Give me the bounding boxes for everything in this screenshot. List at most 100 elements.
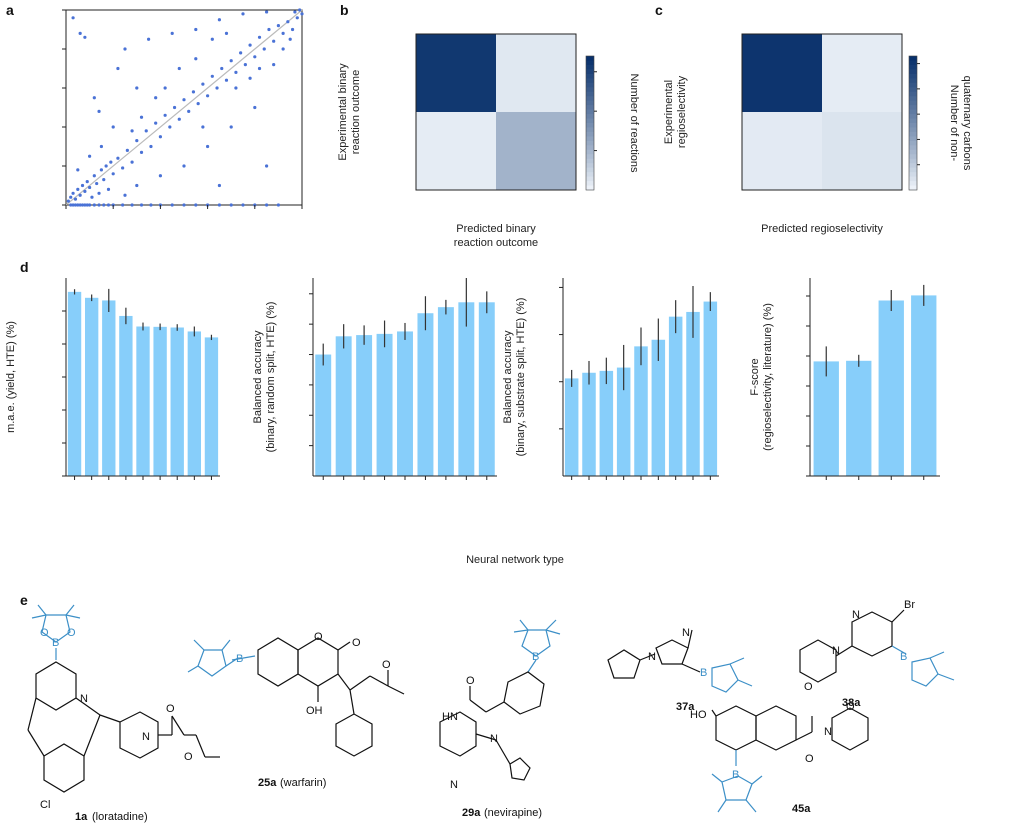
data-point	[90, 195, 94, 199]
y-axis-label: reaction outcome	[350, 70, 362, 154]
colorbar-segment	[909, 118, 917, 124]
data-point	[272, 39, 276, 43]
data-point	[257, 66, 262, 71]
heatmap-cell	[416, 34, 496, 112]
data-point	[149, 144, 153, 149]
data-point	[69, 203, 73, 207]
data-point	[88, 154, 92, 158]
data-point	[201, 125, 205, 129]
atom-label: N	[142, 731, 150, 743]
data-point	[130, 129, 134, 133]
colorbar-segment	[586, 136, 594, 142]
data-point	[139, 203, 144, 207]
molecule-1a: O O B N N O O Cl 1a (loratadine)	[27, 604, 220, 823]
data-point	[85, 203, 89, 207]
data-point	[187, 109, 191, 113]
colorbar-segment	[909, 176, 917, 182]
atom-label: O	[804, 681, 813, 693]
bar	[67, 291, 82, 476]
atom-label: N	[80, 693, 88, 705]
bar	[668, 316, 683, 476]
data-point	[73, 197, 78, 201]
data-point	[83, 189, 87, 193]
colorbar-segment	[909, 158, 917, 164]
data-point	[229, 203, 233, 207]
bar	[437, 307, 454, 476]
data-point	[83, 35, 87, 39]
colorbar-segment	[586, 114, 594, 120]
colorbar-segment	[909, 163, 917, 169]
bar	[582, 372, 596, 476]
data-point	[170, 31, 174, 35]
colorbar-segment	[586, 140, 594, 146]
data-point	[243, 63, 247, 67]
molecule-45a: B HO O N O 45a	[690, 701, 869, 815]
data-point	[102, 178, 106, 182]
atom-label: N	[490, 733, 498, 745]
colorbar-segment	[586, 87, 594, 93]
bar	[84, 297, 99, 476]
data-point	[229, 125, 233, 129]
data-point	[76, 168, 80, 172]
bar	[478, 302, 495, 476]
data-point	[286, 20, 290, 24]
data-point	[139, 115, 144, 119]
colorbar-label: Number of non-	[948, 85, 960, 162]
colorbar-segment	[586, 167, 594, 173]
data-point	[76, 203, 80, 207]
data-point	[154, 96, 158, 100]
data-point	[163, 113, 167, 117]
y-axis-label: m.a.e. (yield, HTE) (%)	[5, 321, 17, 433]
atom-label: N	[832, 645, 840, 657]
confusion-matrix-regio: Experimental regioselectivity Predicted re…	[663, 33, 973, 235]
data-point	[88, 203, 92, 207]
colorbar-segment	[586, 60, 594, 66]
colorbar-segment	[909, 60, 917, 66]
bar-chart-mae: m.a.e. (yield, HTE) (%)	[5, 278, 220, 480]
data-point	[78, 203, 82, 207]
data-point	[265, 164, 269, 168]
data-point	[92, 96, 96, 100]
atom-label: O	[184, 751, 193, 763]
colorbar-segment	[586, 73, 594, 79]
data-point	[206, 94, 210, 98]
data-point	[147, 37, 151, 41]
data-point	[265, 203, 269, 207]
data-point	[121, 203, 125, 207]
bar	[616, 367, 631, 476]
colorbar-segment	[909, 154, 917, 160]
bar	[204, 337, 219, 476]
data-point	[97, 109, 101, 113]
colorbar-segment	[586, 158, 594, 164]
data-point	[191, 90, 196, 94]
data-point	[217, 18, 221, 22]
compound-id: 38a	[842, 697, 861, 709]
colorbar-segment	[586, 82, 594, 88]
atom-label: B	[732, 769, 739, 781]
colorbar-segment	[909, 131, 917, 137]
data-point	[71, 191, 75, 195]
data-point	[224, 78, 229, 82]
data-point	[217, 203, 221, 207]
bar-chart-random-split: Balanced accuracy (binary, random split, …	[252, 278, 497, 480]
data-point	[116, 156, 120, 160]
data-point	[144, 129, 148, 133]
data-point	[241, 12, 245, 16]
scatter-plot	[62, 8, 304, 209]
heatmap-cell	[496, 112, 576, 190]
data-point	[253, 55, 257, 59]
colorbar-segment	[586, 78, 594, 84]
data-point	[123, 193, 127, 197]
data-point	[83, 203, 87, 207]
data-point	[80, 203, 85, 207]
data-point	[76, 187, 80, 191]
data-point	[224, 31, 229, 35]
data-point	[71, 16, 75, 20]
compound-id: 25a	[258, 777, 277, 789]
data-point	[158, 135, 162, 139]
atom-label: N	[450, 779, 458, 791]
molecule-25a: B O O OH O 25a (warfarin)	[187, 631, 405, 789]
data-point	[262, 47, 266, 51]
bar	[911, 295, 937, 476]
